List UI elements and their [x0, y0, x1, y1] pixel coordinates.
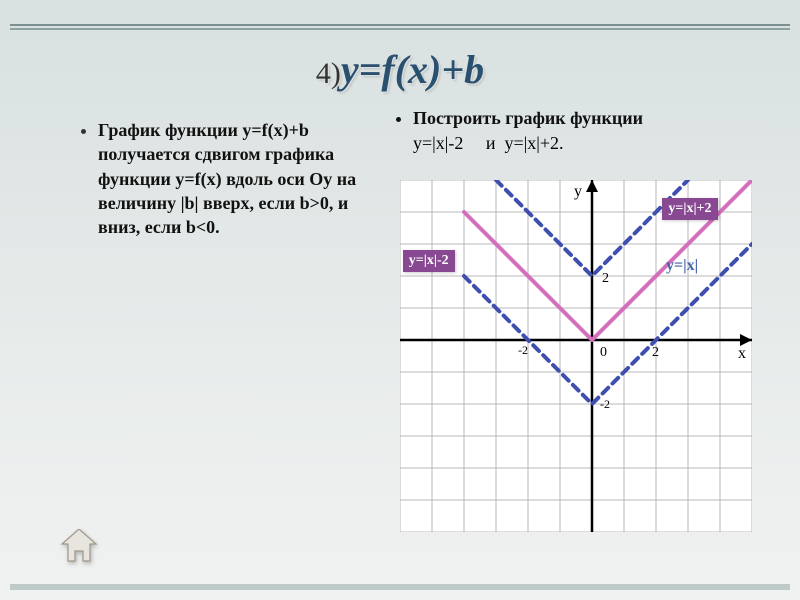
- decor-bars: [10, 24, 790, 32]
- right-column: Построить график функции y=|x|-2 и y=|x|…: [395, 108, 765, 162]
- right-heading: Построить график функции: [413, 108, 643, 128]
- svg-text:-2: -2: [518, 343, 528, 357]
- svg-text:y: y: [574, 183, 582, 200]
- graph: 0 2 -2 2 -2 x y y=|x| y=|x|-2 y=|x|+2: [400, 180, 752, 532]
- title-lead: 4): [316, 57, 341, 90]
- svg-text:x: x: [738, 345, 746, 362]
- home-icon[interactable]: [58, 528, 100, 564]
- page-title: 4)y=f(x)+b: [0, 46, 800, 93]
- svg-text:0: 0: [600, 345, 607, 360]
- right-sub: y=|x|-2 и y=|x|+2.: [413, 133, 765, 154]
- left-text: График функции y=f(x)+b получается сдвиг…: [98, 120, 356, 237]
- title-formula: y=f(x)+b: [341, 47, 484, 92]
- svg-text:2: 2: [602, 271, 609, 286]
- left-column: График функции y=f(x)+b получается сдвиг…: [80, 118, 365, 239]
- svg-text:-2: -2: [600, 397, 610, 411]
- svg-text:y=|x|: y=|x|: [666, 257, 698, 274]
- svg-text:2: 2: [652, 345, 659, 360]
- series-tag: y=|x|-2: [403, 250, 455, 272]
- series-tag: y=|x|+2: [662, 198, 717, 220]
- chart-svg: 0 2 -2 2 -2 x y y=|x|: [400, 180, 752, 532]
- footer-bar: [10, 584, 790, 590]
